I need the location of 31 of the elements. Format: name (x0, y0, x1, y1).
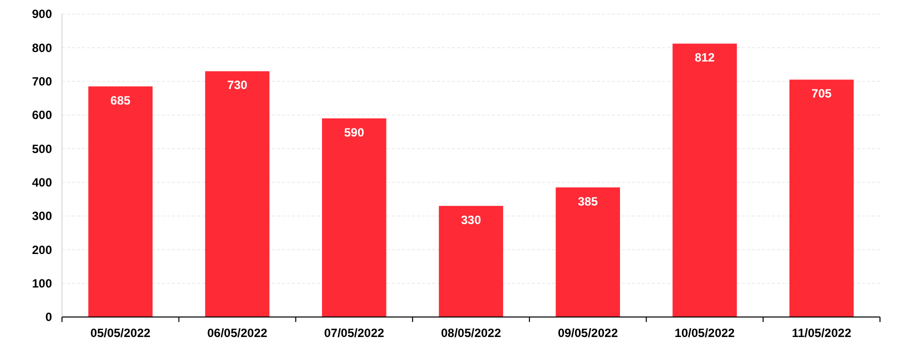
data-label: 330 (460, 212, 482, 227)
data-label: 730 (227, 78, 248, 92)
y-tick-label: 600 (32, 108, 52, 122)
x-tick-label: 09/05/2022 (558, 326, 618, 340)
y-tick-label: 400 (32, 176, 52, 190)
data-label: 705 (812, 86, 832, 101)
bar (438, 206, 504, 317)
bar (322, 118, 386, 317)
data-label: 590 (344, 125, 364, 140)
x-tick-label: 10/05/2022 (674, 326, 736, 340)
x-tick-label: 06/05/2022 (207, 326, 268, 340)
x-tick-label: 11/05/2022 (792, 326, 852, 340)
y-tick-label: 0 (45, 310, 52, 324)
bar (88, 86, 153, 317)
y-tick-label: 700 (32, 74, 52, 89)
bar (556, 187, 620, 317)
bar (672, 44, 737, 317)
x-tick-label: 08/05/2022 (440, 326, 502, 340)
data-label: 385 (578, 194, 598, 208)
x-tick-label: 07/05/2022 (324, 326, 384, 340)
y-tick-label: 900 (32, 7, 52, 22)
y-tick-label: 300 (32, 209, 52, 224)
data-label: 812 (694, 50, 716, 65)
y-tick-label: 500 (32, 142, 52, 156)
y-tick-label: 200 (32, 242, 52, 257)
y-tick-label: 800 (32, 40, 52, 55)
y-tick-label: 100 (32, 276, 52, 291)
bar (205, 71, 270, 317)
data-label: 685 (110, 93, 131, 108)
x-tick-label: 05/05/2022 (90, 326, 151, 340)
bar (789, 80, 854, 317)
